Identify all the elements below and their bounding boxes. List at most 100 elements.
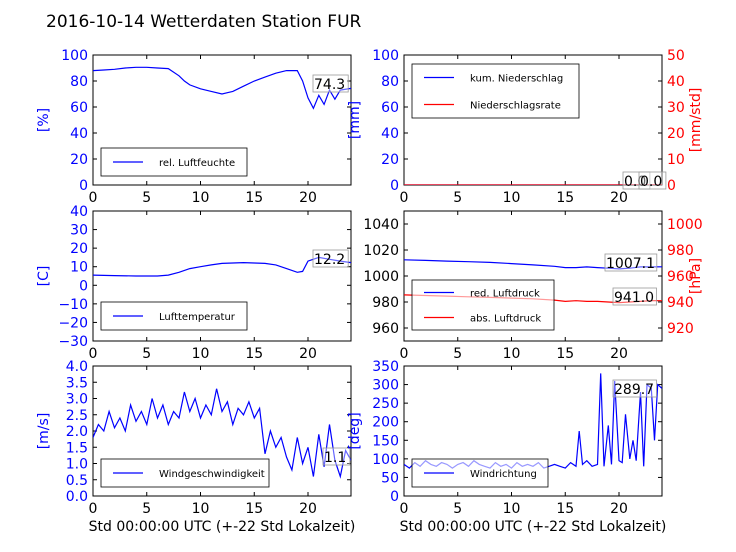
y-axis-label: [mm] <box>347 101 363 139</box>
y-tick-label: 0 <box>390 489 399 505</box>
x-tick-label: 10 <box>503 346 521 362</box>
y2-tick-label: 940 <box>667 295 694 311</box>
chart-temperature: 0 5 10 15 20 −30 −20 −10 0 10 20 30 40 [C] Lufttempera… <box>36 204 352 362</box>
y-tick-label: 60 <box>381 100 399 116</box>
legend-label: Windgeschwindigkeit <box>159 469 265 480</box>
value-annotation: 289.7 <box>614 382 654 398</box>
x-axis-label: Std 00:00:00 UTC (+-22 Std Lokalzeit) <box>89 519 356 535</box>
x-tick-label: 0 <box>89 190 98 206</box>
x-tick-label: 10 <box>192 501 210 517</box>
x-tick-label: 20 <box>299 501 317 517</box>
x-tick-label: 20 <box>610 190 628 206</box>
y-tick-label: 300 <box>372 378 399 394</box>
y-tick-label: 40 <box>70 204 88 220</box>
legend-label: abs. Luftdruck <box>470 314 541 325</box>
y-tick-label: 100 <box>61 48 88 64</box>
y-tick-label: 4.0 <box>66 359 88 375</box>
y-tick-label: 0 <box>79 178 88 194</box>
y2-tick-label: 50 <box>667 48 685 64</box>
y-tick-label: 100 <box>372 48 399 64</box>
x-tick-label: 0 <box>400 346 409 362</box>
y-tick-label: 10 <box>70 260 88 276</box>
chart-windspeed: 0 5 10 15 20 0.00.51.01.52.02.53.03.54.0 [m/s]… <box>36 359 355 535</box>
x-tick-label: 10 <box>192 190 210 206</box>
legend-label: kum. Niederschlag <box>470 74 563 85</box>
y2-tick-label: 960 <box>667 269 694 285</box>
value-annotation: 74.3 <box>314 77 345 93</box>
x-tick-label: 0 <box>89 346 98 362</box>
x-tick-label: 10 <box>503 190 521 206</box>
y-tick-label: 960 <box>372 321 399 337</box>
figure-title: 2016-10-14 Wetterdaten Station FUR <box>46 12 362 32</box>
y-tick-label: 80 <box>70 74 88 90</box>
y-tick-label: 3.0 <box>66 392 88 408</box>
y-tick-label: 150 <box>372 433 399 449</box>
x-tick-label: 0 <box>400 190 409 206</box>
y-tick-label: 0.5 <box>66 473 88 489</box>
y-axis-label: [C] <box>36 266 52 287</box>
x-tick-label: 10 <box>503 501 521 517</box>
value-annotation: 1.1 <box>324 450 346 466</box>
value-annotation: 1007.1 <box>606 256 655 272</box>
x-tick-label: 15 <box>556 501 574 517</box>
x-tick-label: 15 <box>245 501 263 517</box>
y-tick-label: 20 <box>70 241 88 257</box>
y-tick-label: 3.5 <box>66 375 88 391</box>
annotation-box <box>612 379 657 398</box>
y-tick-label: 0 <box>390 178 399 194</box>
y-tick-label: 980 <box>372 295 399 311</box>
chart-humidity: 0 5 10 15 20 0 20 40 60 80 100 [%] rel. Luftfeuchte 7… <box>36 48 352 206</box>
y2-tick-label: 980 <box>667 243 694 259</box>
y-tick-label: 20 <box>381 152 399 168</box>
y-tick-label: 350 <box>372 359 399 375</box>
y-tick-label: 1040 <box>363 217 399 233</box>
legend-label: Lufttemperatur <box>159 312 236 323</box>
x-tick-label: 5 <box>142 190 151 206</box>
annotation-box <box>638 171 667 190</box>
y2-tick-label: 30 <box>667 100 685 116</box>
y-axis-label: [m/s] <box>36 413 52 450</box>
y2-tick-label: 0 <box>667 178 676 194</box>
y2-tick-label: 920 <box>667 321 694 337</box>
annotation-box <box>604 253 658 272</box>
x-tick-label: 5 <box>142 501 151 517</box>
x-tick-label: 5 <box>453 346 462 362</box>
annotation-box <box>312 249 349 268</box>
y-tick-label: −30 <box>58 334 88 350</box>
legend-box <box>100 301 248 331</box>
chart-precipitation: 0 5 10 15 20 0 20 40 60 80 100 0 10 20 30 40 50 [mm/std] [… <box>347 48 704 206</box>
x-tick-label: 5 <box>453 501 462 517</box>
legend-label: Windrichtung <box>470 469 537 480</box>
y-tick-label: 1.0 <box>66 457 88 473</box>
annotation-box <box>622 171 651 190</box>
value-annotation: 0.0 <box>624 174 646 190</box>
x-tick-label: 5 <box>453 190 462 206</box>
legend-box <box>411 63 580 119</box>
x-tick-label: 15 <box>556 190 574 206</box>
x-tick-label: 0 <box>400 501 409 517</box>
legend-label: red. Luftdruck <box>470 289 540 300</box>
y2-tick-label: 1000 <box>667 217 703 233</box>
x-tick-label: 15 <box>245 190 263 206</box>
y2-tick-label: 20 <box>667 126 685 142</box>
chart-pressure: 0 5 10 15 20 960 980 1000 1020 1040 920 940 960 980 10… <box>363 210 704 362</box>
y2-tick-label: 10 <box>667 152 685 168</box>
y-tick-label: −10 <box>58 297 88 313</box>
y-tick-label: 2.0 <box>66 424 88 440</box>
x-tick-label: 0 <box>89 501 98 517</box>
x-tick-label: 10 <box>192 346 210 362</box>
y-tick-label: 60 <box>70 100 88 116</box>
y-tick-label: 1000 <box>363 269 399 285</box>
y-tick-label: 40 <box>381 126 399 142</box>
legend-label: rel. Luftfeuchte <box>159 158 235 169</box>
x-tick-label: 20 <box>610 346 628 362</box>
y-tick-label: 0.0 <box>66 489 88 505</box>
y-tick-label: 40 <box>70 126 88 142</box>
x-tick-label: 15 <box>556 346 574 362</box>
legend-box <box>411 279 555 331</box>
legend-label: Niederschlagsrate <box>470 101 561 112</box>
y-tick-label: 1020 <box>363 243 399 259</box>
y2-tick-label: 40 <box>667 74 685 90</box>
